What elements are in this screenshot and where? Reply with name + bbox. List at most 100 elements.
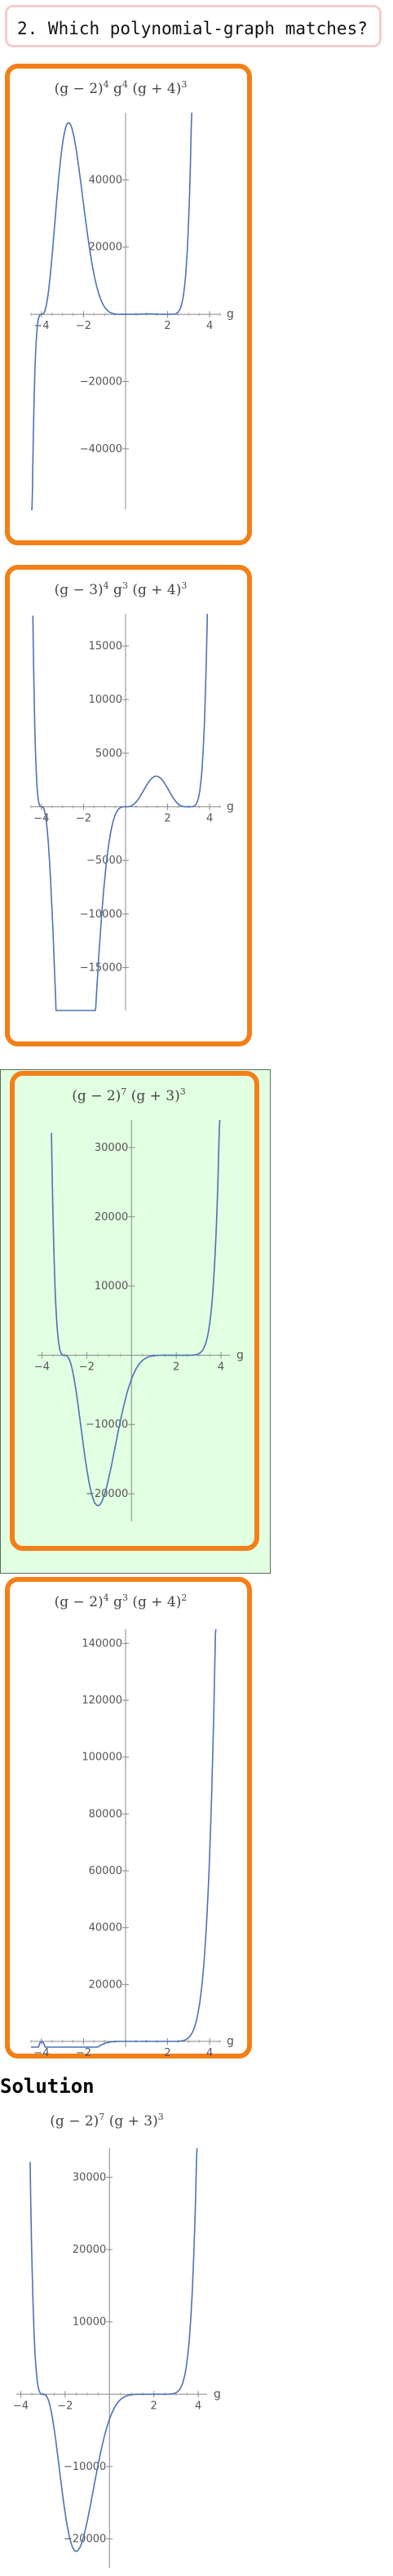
y-tick-label: −40000 [80, 443, 122, 455]
chart-title: (g − 2)7 (g + 3)3 [72, 1086, 185, 1104]
y-tick-label: 20000 [89, 242, 122, 254]
y-tick-label: −20000 [86, 1488, 128, 1500]
title-exponent: 3 [158, 2112, 164, 2122]
correct-answer-highlight [0, 1069, 271, 1574]
question-box: 2. Which polynomial-graph matches? [5, 5, 382, 47]
series-line [51, 1119, 221, 1507]
y-tick-label: 100000 [82, 1752, 122, 1764]
title-exponent: 3 [181, 79, 187, 90]
y-tick-label: −10000 [86, 1419, 128, 1431]
choice-option-4[interactable]: (g − 2)4 g3 (g + 4)2 g −4 −2 2 4 140000 120000 1… [5, 1577, 252, 2059]
series-line [32, 613, 209, 1011]
y-tick-label: 40000 [89, 174, 122, 186]
x-tick-label: −2 [79, 1361, 95, 1373]
solution-heading: Solution [0, 2075, 95, 2098]
y-tick-label: 15000 [89, 640, 122, 652]
x-tick-label: 2 [173, 1361, 179, 1373]
y-tick-label: 20000 [89, 1979, 122, 1991]
x-tick-label: 4 [206, 2047, 213, 2059]
y-tick-label: 20000 [95, 1211, 128, 1224]
chart-title: (g − 2)4 g3 (g + 4)2 [55, 1592, 188, 1610]
chart-title: (g − 2)7 (g + 3)3 [50, 2112, 163, 2130]
x-tick-label: 2 [151, 2400, 157, 2412]
series-line [31, 1628, 217, 2048]
y-tick-label: 10000 [73, 2316, 106, 2329]
series-line [29, 2147, 198, 2552]
x-axis-label: g [214, 2387, 221, 2401]
y-tick-label: 40000 [89, 1922, 122, 1934]
title-segment: (g − 3) [55, 582, 104, 598]
x-axis-label: g [236, 1348, 244, 1361]
choice-option-2[interactable]: (g − 3)4 g3 (g + 4)3 g −4 −2 2 4 15000 10000 500… [5, 565, 252, 1046]
y-tick-label: 10000 [89, 694, 122, 706]
x-tick-label: 2 [164, 2047, 170, 2059]
title-exponent: 7 [121, 1086, 126, 1097]
x-tick-label: 2 [164, 812, 170, 824]
y-tick-label: −20000 [80, 375, 122, 388]
chart-title: (g − 2)4 g4 (g + 4)3 [55, 79, 188, 97]
chart-title: (g − 3)4 g3 (g + 4)3 [55, 580, 188, 598]
y-tick-label: 30000 [95, 1142, 128, 1154]
x-axis-label: g [227, 308, 234, 321]
y-tick-label: −15000 [80, 962, 122, 974]
x-tick-label: −4 [33, 320, 49, 332]
title-segment: (g + 4) [128, 582, 181, 598]
title-segment: (g + 4) [128, 1594, 181, 1610]
solution-chart-container: (g − 2)7 (g + 3)3 g −4 −2 2 4 30000 20000 10000 −… [0, 2106, 245, 2576]
choice-option-1[interactable]: (g − 2)4 g4 (g + 4)3 g −4 −2 2 4 40000 20000 −20… [5, 64, 252, 545]
y-tick-label: 80000 [89, 1808, 122, 1820]
x-tick-label: −2 [76, 2047, 91, 2059]
y-tick-label: 140000 [82, 1637, 122, 1650]
y-tick-label: −10000 [64, 2461, 106, 2473]
y-tick-label: 30000 [73, 2171, 106, 2183]
y-tick-label: 10000 [95, 1281, 128, 1293]
x-tick-label: −4 [13, 2400, 29, 2412]
x-axis-label: g [227, 800, 234, 813]
y-tick-label: −20000 [64, 2534, 106, 2546]
title-exponent: 4 [104, 1592, 109, 1603]
x-tick-label: 4 [206, 812, 213, 824]
title-exponent: 3 [122, 580, 128, 591]
title-segment: (g − 2) [55, 81, 104, 97]
title-segment: (g + 4) [128, 81, 181, 97]
x-axis-label: g [227, 2035, 234, 2048]
x-tick-label: −2 [76, 320, 91, 332]
chart-option-2: (g − 3)4 g3 (g + 4)3g−4 −2 2 41500010000500… [30, 580, 234, 1011]
y-tick-label: −5000 [86, 855, 122, 867]
title-segment: (g + 3) [104, 2113, 157, 2130]
title-segment: g [109, 1594, 122, 1610]
y-tick-label: 20000 [73, 2244, 106, 2256]
x-tick-label: 4 [206, 320, 213, 332]
y-tick-label: −10000 [80, 908, 122, 921]
question-text: 2. Which polynomial-graph matches? [17, 19, 368, 38]
x-tick-label: 2 [164, 320, 170, 332]
title-exponent: 4 [104, 79, 109, 90]
x-tick-label: 4 [218, 1361, 224, 1373]
x-tick-label: −4 [33, 2047, 49, 2059]
x-tick-label: −4 [34, 1361, 50, 1373]
title-exponent: 7 [99, 2112, 104, 2122]
chart-option-4: (g − 2)4 g3 (g + 4)2g−4 −2 2 41400001200001… [30, 1592, 234, 2059]
title-exponent: 3 [180, 1086, 186, 1097]
title-exponent: 4 [104, 580, 109, 591]
chart-option-1: (g − 2)4 g4 (g + 4)3g−4 −2 2 44000020000−20… [30, 79, 234, 510]
title-exponent: 3 [181, 580, 187, 591]
title-segment: g [109, 81, 122, 97]
title-exponent: 2 [181, 1592, 187, 1603]
title-exponent: 4 [122, 79, 128, 90]
x-tick-label: −2 [57, 2400, 73, 2412]
title-segment: g [109, 582, 122, 598]
choice-option-3[interactable]: (g − 2)7 (g + 3)3 g −4 −2 2 4 30000 20000 10000 −… [10, 1071, 259, 1551]
series-line [31, 112, 192, 510]
title-segment: (g − 2) [72, 1088, 121, 1104]
title-segment: (g + 3) [126, 1088, 179, 1104]
title-segment: (g − 2) [50, 2113, 99, 2130]
x-tick-label: 4 [195, 2400, 201, 2412]
title-exponent: 3 [122, 1592, 128, 1603]
title-segment: (g − 2) [55, 1594, 104, 1610]
y-tick-label: 120000 [82, 1694, 122, 1707]
x-tick-label: −2 [76, 812, 91, 824]
chart-option-3: (g − 2)7 (g + 3)3 g −4 −2 2 4 30000 20000 10000 −… [34, 1086, 244, 1521]
y-tick-label: 60000 [89, 1865, 122, 1877]
chart-solution: (g − 2)7 (g + 3)3 g −4 −2 2 4 30000 20000 10000 −… [13, 2112, 221, 2568]
